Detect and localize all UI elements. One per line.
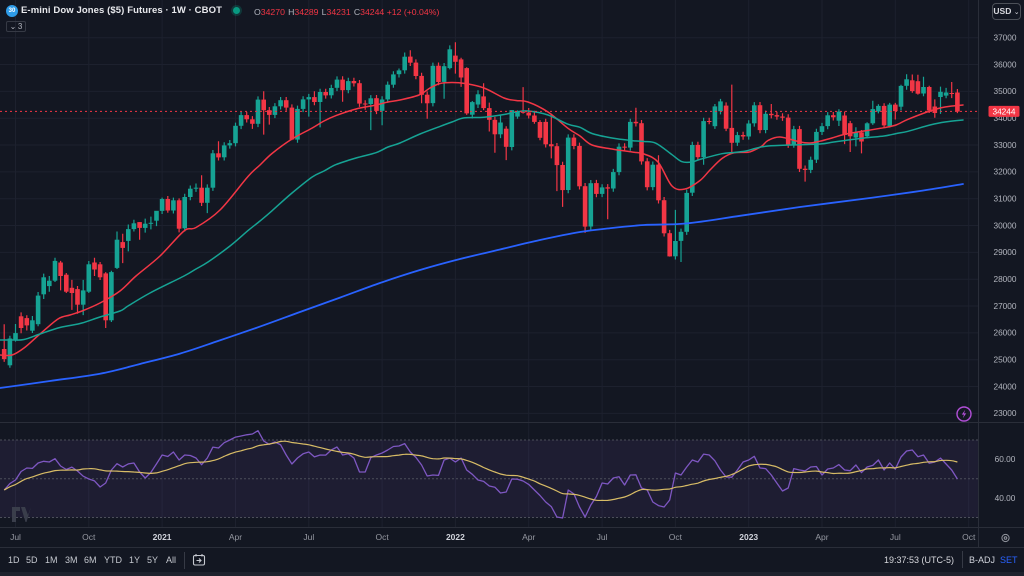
svg-text:24000: 24000	[993, 381, 1016, 391]
svg-text:Apr: Apr	[522, 532, 535, 542]
svg-text:2022: 2022	[446, 532, 465, 542]
svg-text:34244: 34244	[992, 106, 1015, 116]
svg-text:31000: 31000	[993, 194, 1016, 204]
svg-text:28000: 28000	[993, 274, 1016, 284]
svg-text:Jul: Jul	[303, 532, 314, 542]
svg-text:Jul: Jul	[597, 532, 608, 542]
svg-text:Apr: Apr	[815, 532, 828, 542]
svg-text:26000: 26000	[993, 328, 1016, 338]
svg-text:36000: 36000	[993, 59, 1016, 69]
svg-text:Oct: Oct	[375, 532, 389, 542]
svg-text:27000: 27000	[993, 301, 1016, 311]
svg-text:25000: 25000	[993, 355, 1016, 365]
svg-text:29000: 29000	[993, 247, 1016, 257]
svg-text:34000: 34000	[993, 113, 1016, 123]
svg-text:Jul: Jul	[10, 532, 21, 542]
svg-text:Oct: Oct	[962, 532, 976, 542]
svg-text:Jul: Jul	[890, 532, 901, 542]
svg-text:37000: 37000	[993, 33, 1016, 43]
svg-text:Apr: Apr	[229, 532, 242, 542]
svg-text:40.00: 40.00	[995, 493, 1016, 503]
svg-text:35000: 35000	[993, 86, 1016, 96]
svg-text:33000: 33000	[993, 140, 1016, 150]
svg-text:Oct: Oct	[82, 532, 96, 542]
svg-text:Oct: Oct	[669, 532, 683, 542]
svg-text:30000: 30000	[993, 220, 1016, 230]
svg-text:2021: 2021	[153, 532, 172, 542]
svg-text:60.00: 60.00	[995, 454, 1016, 464]
svg-text:32000: 32000	[993, 167, 1016, 177]
svg-text:23000: 23000	[993, 408, 1016, 418]
svg-text:2023: 2023	[739, 532, 758, 542]
